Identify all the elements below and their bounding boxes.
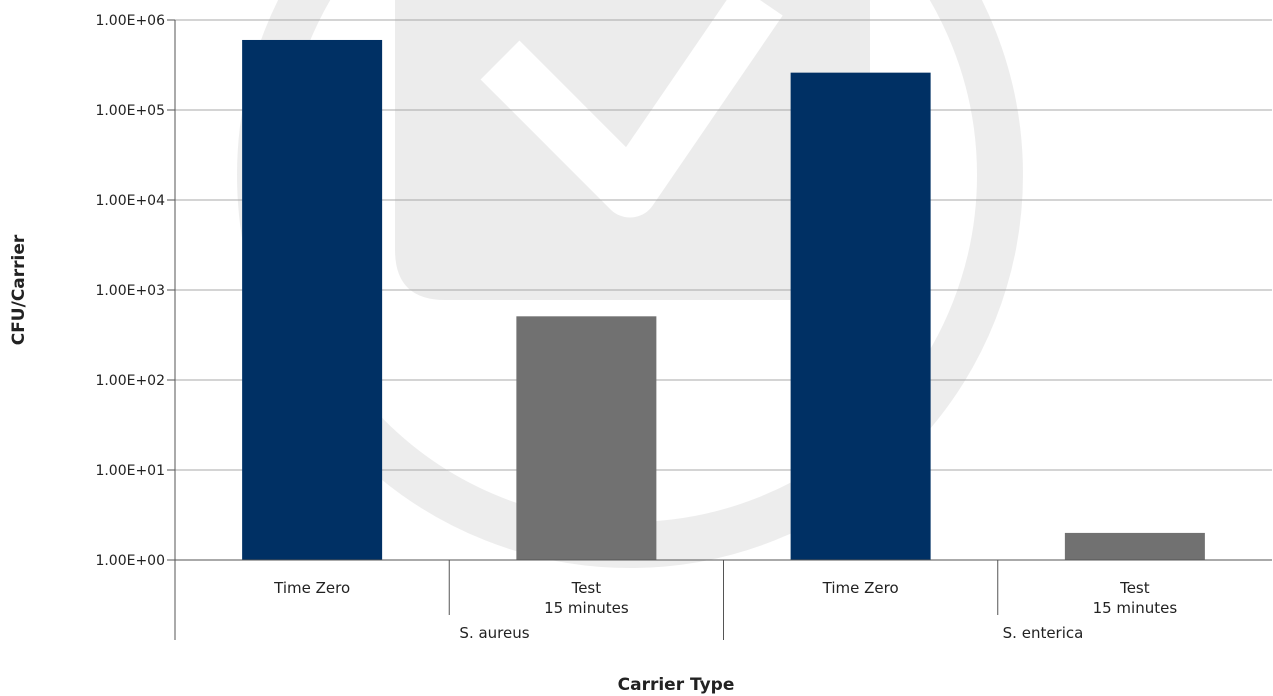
y-tick-label: 1.00E+05 [95,103,165,119]
y-tick-label: 1.00E+04 [95,193,165,209]
y-tick-label: 1.00E+06 [95,13,165,29]
axes [167,19,1272,640]
bar [242,39,383,561]
y-tick-label: 1.00E+02 [95,373,165,389]
labels: 1.00E+00 1.00E+01 1.00E+02 1.00E+03 1.00E+04… [95,13,1177,642]
y-tick-label: 1.00E+01 [95,463,165,479]
group-label: S. enterica [1003,624,1084,642]
y-tick-label: 1.00E+00 [95,553,165,569]
bar [1064,532,1205,560]
x-axis-title: Carrier Type [618,675,735,695]
bars [242,39,1205,561]
y-axis-title: CFU/Carrier [9,234,29,345]
category-label: 15 minutes [544,599,629,617]
bar [790,72,931,560]
category-label: Test [571,579,602,597]
category-label: Time Zero [273,579,350,597]
category-label: 15 minutes [1093,599,1178,617]
y-tick-label: 1.00E+03 [95,283,165,299]
category-label: Time Zero [822,579,899,597]
group-label: S. aureus [459,624,529,642]
bar [516,316,657,560]
category-label: Test [1119,579,1150,597]
